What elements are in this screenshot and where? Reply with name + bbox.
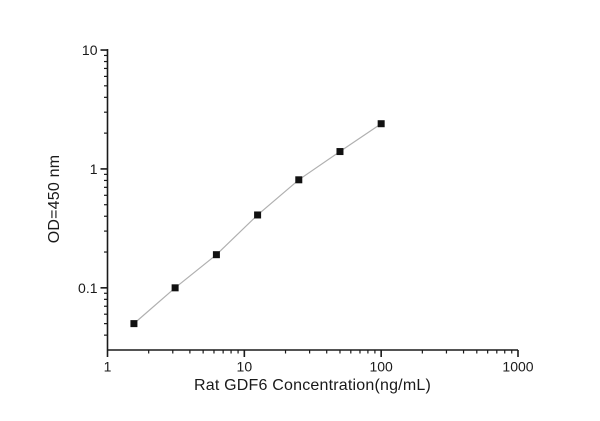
x-tick-label: 10 — [237, 358, 253, 374]
data-point-marker — [171, 284, 179, 292]
data-point-marker — [336, 148, 344, 156]
y-tick-label: 0.1 — [78, 280, 98, 296]
y-axis-label: OD=450 nm — [46, 154, 63, 244]
data-point-marker — [377, 120, 385, 128]
y-tick-label: 10 — [82, 42, 98, 58]
data-point-marker — [254, 211, 262, 219]
x-axis-label: Rat GDF6 Concentration(ng/mL) — [193, 377, 431, 394]
x-tick-label: 1000 — [502, 358, 533, 374]
data-point-marker — [130, 320, 138, 328]
x-tick-label: 100 — [369, 358, 393, 374]
y-tick-label: 1 — [90, 161, 98, 177]
x-tick-label: 1 — [104, 358, 112, 374]
data-point-marker — [212, 251, 220, 259]
data-point-marker — [295, 176, 303, 184]
curve-line — [133, 123, 382, 325]
